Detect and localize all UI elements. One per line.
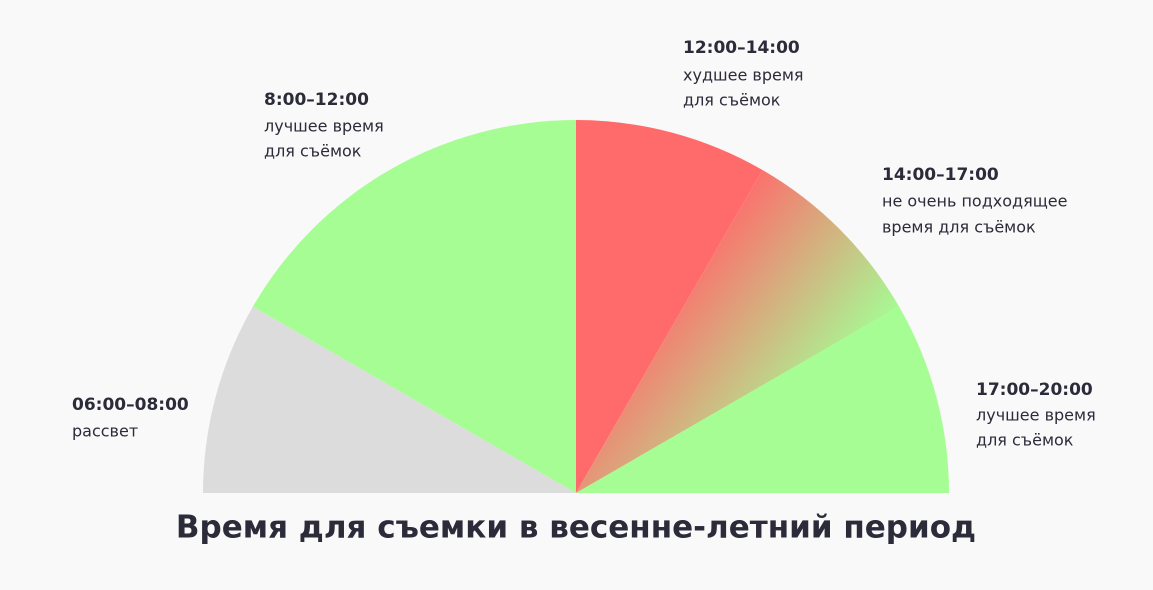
segment-note: для съёмок bbox=[976, 431, 1074, 450]
wedge-dawn bbox=[203, 306, 576, 493]
segment-time: 8:00–12:00 bbox=[264, 90, 369, 110]
segment-note: для съёмок bbox=[264, 142, 362, 161]
wedge-best-evening bbox=[576, 306, 949, 493]
segment-note: лучшее время bbox=[976, 406, 1096, 425]
segment-note: рассвет bbox=[72, 422, 138, 441]
wedge-poor bbox=[576, 170, 899, 493]
segment-note: время для съёмок bbox=[882, 218, 1036, 237]
segment-note: не очень подходящее bbox=[882, 192, 1067, 211]
segment-note: лучшее время bbox=[264, 117, 384, 136]
segment-note: худшее время bbox=[683, 66, 804, 85]
wedge-best-morning bbox=[253, 120, 576, 493]
segment-time: 06:00–08:00 bbox=[72, 395, 189, 415]
segment-time: 14:00–17:00 bbox=[882, 165, 999, 185]
segment-time: 17:00–20:00 bbox=[976, 380, 1093, 400]
wedge-worst bbox=[576, 120, 763, 493]
title: Время для съемки в весенне-летний период bbox=[176, 510, 976, 546]
segment-time: 12:00–14:00 bbox=[683, 38, 800, 58]
segment-note: для съёмок bbox=[683, 91, 781, 110]
